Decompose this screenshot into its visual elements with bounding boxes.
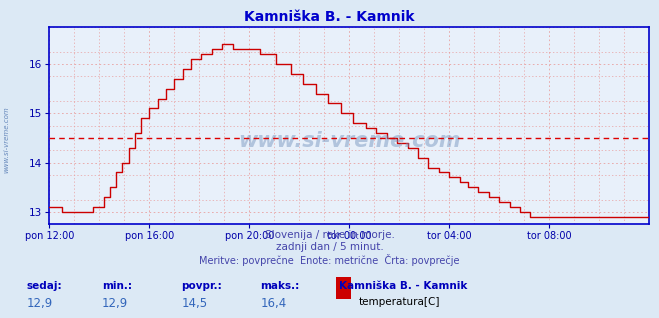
Text: zadnji dan / 5 minut.: zadnji dan / 5 minut. — [275, 242, 384, 252]
Text: temperatura[C]: temperatura[C] — [359, 297, 441, 307]
Text: min.:: min.: — [102, 281, 132, 291]
Text: Kamniška B. - Kamnik: Kamniška B. - Kamnik — [244, 10, 415, 24]
Text: 12,9: 12,9 — [102, 297, 129, 310]
Text: www.si-vreme.com: www.si-vreme.com — [3, 107, 10, 173]
Text: maks.:: maks.: — [260, 281, 300, 291]
Text: Meritve: povprečne  Enote: metrične  Črta: povprečje: Meritve: povprečne Enote: metrične Črta:… — [199, 254, 460, 266]
Text: www.si-vreme.com: www.si-vreme.com — [238, 131, 461, 151]
Text: Slovenija / reke in morje.: Slovenija / reke in morje. — [264, 230, 395, 239]
Text: sedaj:: sedaj: — [26, 281, 62, 291]
Text: 16,4: 16,4 — [260, 297, 287, 310]
Text: Kamniška B. - Kamnik: Kamniška B. - Kamnik — [339, 281, 468, 291]
Text: povpr.:: povpr.: — [181, 281, 222, 291]
Text: 14,5: 14,5 — [181, 297, 208, 310]
Text: 12,9: 12,9 — [26, 297, 53, 310]
